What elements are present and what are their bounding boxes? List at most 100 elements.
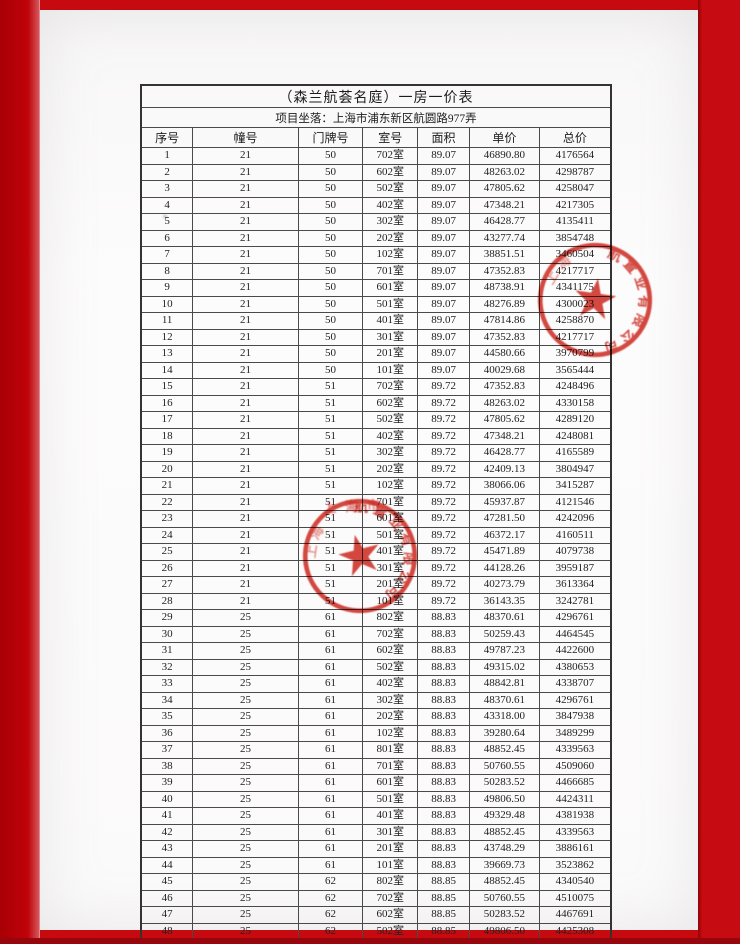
cell-index: 17 bbox=[140, 411, 194, 429]
cell-index: 29 bbox=[140, 609, 194, 627]
cell-room: 301室 bbox=[362, 328, 419, 346]
cell-building: 25 bbox=[192, 807, 299, 825]
cell-area: 89.72 bbox=[417, 477, 470, 495]
cell-index: 5 bbox=[140, 213, 194, 231]
cell-area: 89.07 bbox=[417, 361, 470, 379]
cell-unit-price: 48852.45 bbox=[468, 741, 540, 759]
svg-text:上海: 上海 bbox=[295, 516, 336, 562]
cell-index: 9 bbox=[140, 279, 194, 297]
cell-doorplate: 61 bbox=[297, 807, 364, 825]
cell-area: 89.07 bbox=[417, 163, 470, 181]
cell-area: 88.83 bbox=[417, 708, 470, 726]
table-row: 45 25 62 802室 88.85 48852.45 4340540 bbox=[140, 873, 612, 891]
cell-unit-price: 47348.21 bbox=[468, 196, 540, 214]
cell-area: 89.07 bbox=[417, 147, 470, 165]
cell-doorplate: 61 bbox=[297, 741, 364, 759]
cell-area: 89.72 bbox=[417, 378, 470, 396]
cell-doorplate: 50 bbox=[297, 279, 364, 297]
cell-area: 88.83 bbox=[417, 625, 470, 643]
cell-index: 44 bbox=[140, 856, 194, 874]
cell-total-price: 4510075 bbox=[538, 889, 612, 907]
cell-area: 89.07 bbox=[417, 295, 470, 313]
cell-area: 88.83 bbox=[417, 840, 470, 858]
cell-total-price: 3804947 bbox=[538, 460, 612, 478]
table-row: 41 25 61 401室 88.83 49329.48 4381938 bbox=[140, 807, 612, 825]
cell-index: 38 bbox=[140, 757, 194, 775]
cell-total-price: 4338707 bbox=[538, 675, 612, 693]
cell-unit-price: 46428.77 bbox=[468, 444, 540, 462]
cell-area: 89.72 bbox=[417, 493, 470, 511]
cell-total-price: 4176564 bbox=[538, 147, 612, 165]
cell-total-price: 4135411 bbox=[538, 213, 612, 231]
cell-total-price: 4381938 bbox=[538, 807, 612, 825]
cell-index: 14 bbox=[140, 361, 194, 379]
cell-area: 88.83 bbox=[417, 724, 470, 742]
cell-index: 12 bbox=[140, 328, 194, 346]
cell-area: 89.07 bbox=[417, 312, 470, 330]
cell-unit-price: 47352.83 bbox=[468, 262, 540, 280]
table-title-row: （森兰航荟名庭）一房一价表 bbox=[140, 84, 612, 108]
cell-room: 601室 bbox=[362, 279, 419, 297]
table-row: 8 21 50 701室 89.07 47352.83 4217717 bbox=[140, 262, 612, 280]
cell-unit-price: 47805.62 bbox=[468, 411, 540, 429]
cell-unit-price: 44128.26 bbox=[468, 559, 540, 577]
cell-area: 88.83 bbox=[417, 642, 470, 660]
cell-unit-price: 46428.77 bbox=[468, 213, 540, 231]
cell-area: 88.83 bbox=[417, 741, 470, 759]
cell-index: 35 bbox=[140, 708, 194, 726]
cell-unit-price: 48852.45 bbox=[468, 823, 540, 841]
cell-doorplate: 61 bbox=[297, 757, 364, 775]
cell-room: 602室 bbox=[362, 642, 419, 660]
cell-total-price: 3523862 bbox=[538, 856, 612, 874]
cell-building: 25 bbox=[192, 774, 299, 792]
cell-doorplate: 50 bbox=[297, 345, 364, 363]
cell-area: 89.07 bbox=[417, 262, 470, 280]
right-red-band bbox=[698, 0, 740, 944]
cell-doorplate: 61 bbox=[297, 691, 364, 709]
table-row: 3 21 50 502室 89.07 47805.62 4258047 bbox=[140, 180, 612, 198]
cell-unit-price: 47805.62 bbox=[468, 180, 540, 198]
cell-total-price: 3489299 bbox=[538, 724, 612, 742]
cell-index: 16 bbox=[140, 394, 194, 412]
table-header-row: 序号 幢号 门牌号 室号 面积 单价 总价 bbox=[140, 127, 612, 148]
cell-room: 701室 bbox=[362, 262, 419, 280]
table-row: 37 25 61 801室 88.83 48852.45 4339563 bbox=[140, 741, 612, 759]
cell-building: 21 bbox=[192, 312, 299, 330]
cell-area: 89.07 bbox=[417, 246, 470, 264]
cell-doorplate: 62 bbox=[297, 889, 364, 907]
cell-building: 21 bbox=[192, 493, 299, 511]
cell-doorplate: 62 bbox=[297, 906, 364, 924]
table-row: 5 21 50 302室 89.07 46428.77 4135411 bbox=[140, 213, 612, 231]
cell-doorplate: 50 bbox=[297, 262, 364, 280]
cell-building: 21 bbox=[192, 295, 299, 313]
cell-total-price: 4248496 bbox=[538, 378, 612, 396]
cell-index: 46 bbox=[140, 889, 194, 907]
cell-area: 89.07 bbox=[417, 196, 470, 214]
cell-total-price: 4248081 bbox=[538, 427, 612, 445]
cell-doorplate: 61 bbox=[297, 658, 364, 676]
cell-index: 32 bbox=[140, 658, 194, 676]
cell-building: 25 bbox=[192, 790, 299, 808]
cell-room: 401室 bbox=[362, 312, 419, 330]
cell-building: 25 bbox=[192, 675, 299, 693]
cell-total-price: 4380653 bbox=[538, 658, 612, 676]
cell-building: 21 bbox=[192, 411, 299, 429]
cell-index: 30 bbox=[140, 625, 194, 643]
cell-area: 89.72 bbox=[417, 526, 470, 544]
cell-unit-price: 49329.48 bbox=[468, 807, 540, 825]
table-row: 20 21 51 202室 89.72 42409.13 3804947 bbox=[140, 460, 612, 478]
cell-index: 39 bbox=[140, 774, 194, 792]
cell-unit-price: 48842.81 bbox=[468, 675, 540, 693]
cell-unit-price: 45471.89 bbox=[468, 543, 540, 561]
cell-doorplate: 50 bbox=[297, 361, 364, 379]
cell-index: 47 bbox=[140, 906, 194, 924]
cell-area: 89.72 bbox=[417, 510, 470, 528]
cell-unit-price: 38066.06 bbox=[468, 477, 540, 495]
cell-index: 2 bbox=[140, 163, 194, 181]
cell-building: 21 bbox=[192, 460, 299, 478]
seal-ring bbox=[302, 498, 418, 614]
cell-room: 702室 bbox=[362, 147, 419, 165]
table-row: 9 21 50 601室 89.07 48738.91 4341175 bbox=[140, 279, 612, 297]
cell-unit-price: 43748.29 bbox=[468, 840, 540, 858]
cell-unit-price: 42409.13 bbox=[468, 460, 540, 478]
